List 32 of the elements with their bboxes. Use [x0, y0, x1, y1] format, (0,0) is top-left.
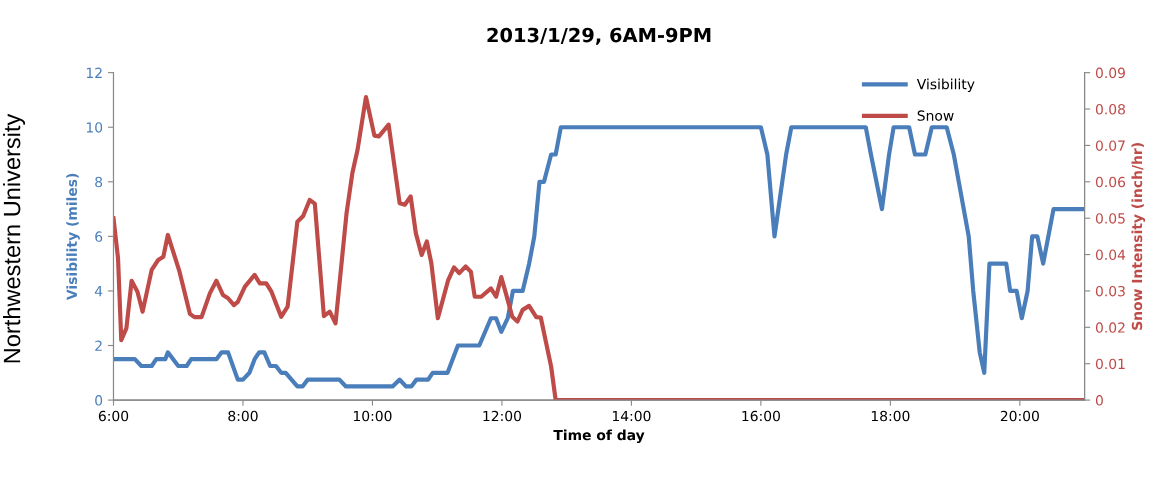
y-tick-label: 12 [86, 67, 102, 78]
y2-tick-label: 0.07 [1095, 140, 1125, 151]
y2-axis-title: Snow Intensity (inch/hr) [1131, 143, 1146, 330]
y2-tick-label: 0.08 [1095, 104, 1125, 115]
y2-tick-label: 0.01 [1095, 358, 1125, 370]
y2-tick-label: 0 [1095, 395, 1103, 406]
x-axis-title: Time of day [553, 429, 645, 444]
chart-title: 2013/1/29, 6AM-9PM [487, 27, 711, 45]
x-tick-label: 12:00 [483, 410, 522, 422]
x-tick-label: 16:00 [742, 410, 780, 422]
y2-tick-label: 0.03 [1095, 285, 1125, 297]
x-tick-label: 8:00 [228, 410, 258, 422]
legend-label: Snow [917, 110, 954, 121]
y2-tick-label: 0.06 [1095, 176, 1126, 188]
y-tick-label: 8 [95, 176, 103, 188]
text: Northwestern University [3, 113, 26, 363]
x-tick-label: 18:00 [871, 410, 910, 422]
y-tick-label: 2 [95, 340, 102, 351]
x-tick-label: 10:00 [353, 410, 392, 422]
x-tick-label: 20:00 [1000, 410, 1039, 422]
x-tick-label: 6:00 [98, 410, 129, 422]
y2-tick-label: 0.04 [1095, 249, 1126, 261]
y2-tick-label: 0.02 [1095, 322, 1125, 333]
legend-label: Visibility [916, 78, 975, 93]
y-tick-label: 4 [94, 286, 103, 297]
y-tick-label: 6 [95, 231, 103, 242]
x-tick-label: 14:00 [612, 410, 651, 422]
y-tick-label: 0 [95, 395, 103, 406]
y2-tick-label: 0.09 [1095, 67, 1125, 79]
y-axis-title: Visibility (miles) [66, 173, 80, 301]
y-tick-label: 10 [86, 122, 103, 133]
y2-tick-label: 0.05 [1095, 213, 1125, 224]
